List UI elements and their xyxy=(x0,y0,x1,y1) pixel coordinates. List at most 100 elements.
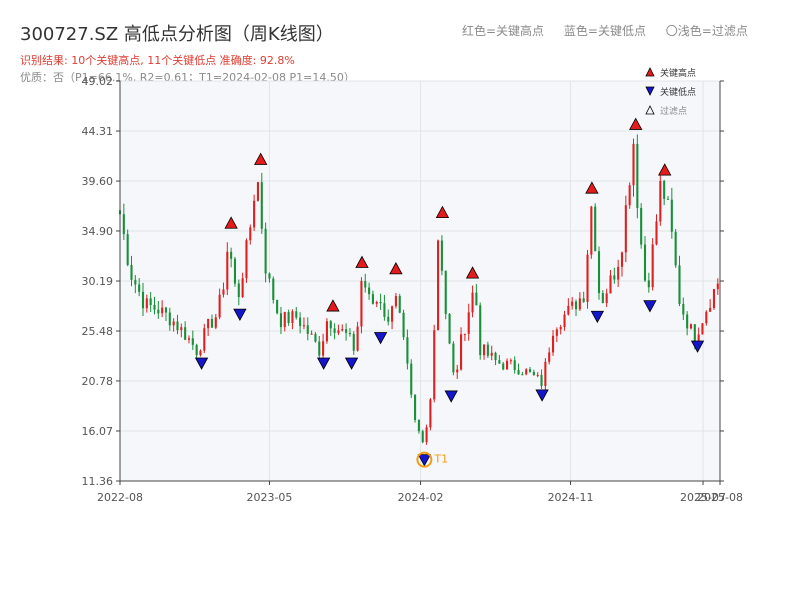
candle-body xyxy=(663,180,666,199)
candle-body xyxy=(302,325,305,327)
candle-body xyxy=(548,352,551,362)
candle-body xyxy=(498,360,501,364)
candle-body xyxy=(666,198,670,200)
candle-body xyxy=(421,431,424,443)
candle-body xyxy=(697,334,700,344)
candle-body xyxy=(716,283,719,290)
candle-body xyxy=(203,328,206,351)
candle-body xyxy=(582,298,585,302)
candle-body xyxy=(207,318,210,329)
candle-body xyxy=(414,394,417,421)
candle-body xyxy=(134,279,137,285)
candle-body xyxy=(701,323,704,335)
candle-body xyxy=(463,333,466,335)
candle-body xyxy=(333,328,336,333)
candle-body xyxy=(184,327,187,340)
candle-body xyxy=(383,303,386,317)
candle-body xyxy=(348,332,351,334)
candle-body xyxy=(138,284,141,292)
candle-body xyxy=(314,333,317,342)
candle-body xyxy=(678,265,681,304)
candle-body xyxy=(283,312,286,328)
candle-body xyxy=(164,307,168,313)
candle-body xyxy=(161,307,164,314)
candle-body xyxy=(712,289,716,308)
candle-body xyxy=(318,341,321,356)
candle-body xyxy=(398,296,401,313)
candle-body xyxy=(709,307,712,312)
candle-body xyxy=(268,273,271,279)
candle-body xyxy=(256,182,260,201)
legend-light-label: 〇浅色=过滤点 xyxy=(665,24,748,38)
candle-body xyxy=(632,143,635,186)
candle-body xyxy=(636,143,639,209)
candle-body xyxy=(490,352,493,356)
candle-body xyxy=(299,317,302,327)
candle-body xyxy=(176,321,179,331)
legend-label: 关键低点 xyxy=(660,86,696,98)
candle-body xyxy=(555,329,558,336)
candle-body xyxy=(149,298,152,306)
candle-body xyxy=(640,208,643,245)
x-tick-label: 2023-05 xyxy=(246,491,292,504)
candle-body xyxy=(341,329,344,331)
candle-body xyxy=(368,287,371,295)
candle-body xyxy=(559,326,562,330)
candle-body xyxy=(425,427,428,443)
key-high-marker xyxy=(629,117,643,130)
candle-body xyxy=(337,330,340,333)
candle-body xyxy=(172,321,175,326)
legend-label: 关键高点 xyxy=(660,67,696,79)
candle-body xyxy=(218,294,221,318)
candle-body xyxy=(444,270,447,314)
y-tick-label: 30.19 xyxy=(82,275,114,288)
candle-body xyxy=(505,360,509,370)
color-legend: 红色=关键高点 蓝色=关键低点 〇浅色=过滤点 xyxy=(462,22,748,39)
key-high-marker xyxy=(224,216,238,229)
candle-body xyxy=(180,327,183,331)
candle-body xyxy=(647,280,650,288)
candle-body xyxy=(693,324,696,344)
candle-body xyxy=(571,301,574,306)
key-low-marker xyxy=(194,357,209,370)
candle-body xyxy=(364,280,367,288)
candle-body xyxy=(536,374,539,376)
legend-blue-label: 蓝色=关键低点 xyxy=(563,24,646,38)
key-low-marker xyxy=(690,340,705,353)
candle-body xyxy=(310,333,313,335)
candle-body xyxy=(609,275,612,294)
candle-body xyxy=(406,337,409,364)
candle-body xyxy=(605,293,608,304)
key-low-marker xyxy=(344,357,359,370)
candle-body xyxy=(452,343,455,373)
candle-body xyxy=(674,231,677,266)
legend-label: 过滤点 xyxy=(660,105,687,117)
candle-body xyxy=(689,324,693,329)
candle-body xyxy=(195,344,198,356)
x-tick-label: 2025-07 xyxy=(680,491,726,504)
candle-body xyxy=(260,182,263,229)
candle-body xyxy=(287,312,290,323)
candle-body xyxy=(590,206,593,255)
t1-circle xyxy=(416,451,433,468)
candle-body xyxy=(322,341,325,356)
candle-body xyxy=(670,199,673,232)
candle-body xyxy=(226,251,229,290)
key-high-marker xyxy=(465,266,480,279)
y-tick-label: 20.78 xyxy=(82,375,114,388)
y-tick-label: 44.31 xyxy=(82,125,114,138)
candle-body xyxy=(187,338,191,340)
candle-body xyxy=(402,312,405,338)
candle-body xyxy=(371,294,374,304)
candle-body xyxy=(624,205,627,253)
y-tick-label: 11.36 xyxy=(82,475,114,488)
candle-body xyxy=(237,283,240,298)
candle-body xyxy=(345,329,348,333)
candle-body xyxy=(433,330,436,400)
candle-body xyxy=(233,258,237,284)
candle-body xyxy=(613,275,616,280)
candle-body xyxy=(214,317,217,328)
candle-body xyxy=(429,399,432,428)
candle-body xyxy=(417,420,420,432)
